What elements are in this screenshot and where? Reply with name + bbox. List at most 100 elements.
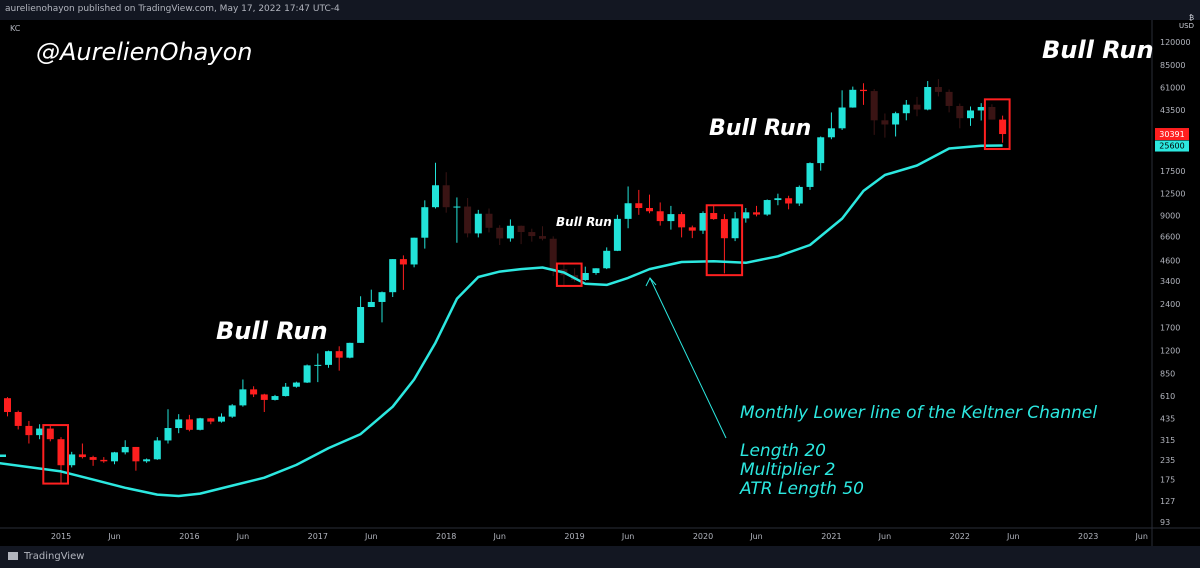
y-tick-label: 61000 — [1160, 83, 1185, 92]
y-tick-label: 120000 — [1160, 38, 1191, 47]
candle-body — [988, 106, 996, 120]
y-tick-label: 2400 — [1160, 300, 1180, 309]
annotation-bull-run-2020: Bull Run — [709, 116, 812, 141]
candle-body — [753, 212, 760, 215]
keltner-price-label: 25600 — [1159, 142, 1184, 151]
highlight-box — [42, 424, 69, 485]
candle-body — [581, 273, 589, 281]
candle-body — [967, 110, 974, 119]
x-tick-label: 2022 — [950, 532, 970, 541]
candle-body — [485, 213, 493, 228]
symbol-label: KC — [10, 24, 21, 33]
price-axis-panel — [1152, 20, 1200, 546]
candle-body — [14, 412, 22, 426]
y-tick-label: 43500 — [1160, 106, 1185, 115]
candle-body — [742, 212, 750, 219]
candle-body — [453, 206, 461, 208]
keltner-note-multiplier: Multiplier 2 — [740, 460, 836, 480]
tradingview-logo[interactable]: TradingView — [8, 551, 84, 562]
candle-body — [389, 259, 397, 293]
y-tick-label: 12500 — [1160, 190, 1185, 199]
annotation-bull-run-2019: Bull Run — [556, 215, 612, 229]
keltner-note: Monthly Lower line of the Keltner Channe… — [740, 404, 1097, 499]
candle-body — [260, 394, 268, 400]
x-tick-label: Jun — [749, 532, 763, 541]
candle-body — [763, 200, 771, 215]
highlight-box — [983, 98, 1011, 151]
candle-body — [913, 104, 921, 110]
candle-body — [250, 389, 258, 395]
x-tick-label: Jun — [621, 532, 635, 541]
candle-body — [613, 218, 621, 251]
currency-symbol: ₿ — [1188, 14, 1194, 22]
candle-body — [710, 213, 718, 220]
candle-body — [57, 439, 65, 466]
candle-body — [624, 203, 632, 219]
x-tick-label: Jun — [878, 532, 892, 541]
candle-body — [367, 301, 375, 308]
candle-body — [132, 446, 140, 462]
candle-body — [592, 268, 600, 274]
candle-body — [271, 396, 279, 400]
candle-body — [603, 250, 611, 269]
candle-body — [175, 419, 183, 429]
x-tick-label: 2021 — [821, 532, 841, 541]
annotation-arrow-head — [645, 277, 657, 287]
candle-body — [46, 428, 54, 440]
candle-body — [827, 128, 835, 138]
candle-body — [357, 307, 365, 343]
candle-body — [678, 214, 686, 228]
y-tick-label: 17500 — [1160, 167, 1185, 176]
candle-body — [164, 428, 172, 441]
x-tick-label: Jun — [236, 532, 250, 541]
candle-body — [25, 425, 33, 436]
y-tick-label: 435 — [1160, 415, 1175, 424]
currency-code: USD — [1179, 22, 1194, 30]
candle-body — [977, 106, 985, 111]
candle-body — [656, 211, 664, 222]
candle-body — [325, 351, 332, 365]
bottom-bar: TradingView — [0, 546, 1200, 568]
candle-body — [795, 186, 803, 204]
last-price-label: 30391 — [1159, 130, 1184, 139]
candle-body — [646, 207, 653, 212]
tradingview-brand: TradingView — [24, 551, 85, 562]
candle-body — [153, 440, 161, 460]
candle-body — [228, 405, 236, 417]
y-tick-label: 93 — [1160, 518, 1170, 527]
x-tick-label: 2018 — [436, 532, 456, 541]
keltner-lower-line — [0, 144, 1003, 498]
keltner-price-tag — [1155, 140, 1189, 152]
candle-body — [517, 225, 525, 233]
y-tick-label: 175 — [1160, 476, 1175, 485]
y-tick-label: 4600 — [1160, 257, 1180, 266]
candle-body — [528, 232, 536, 237]
keltner-note-atr: ATR Length 50 — [740, 479, 864, 499]
candle-body — [945, 91, 953, 106]
candle-body — [335, 351, 343, 358]
x-tick-label: 2020 — [693, 532, 713, 541]
candle-body — [239, 389, 247, 406]
candle-body — [410, 237, 418, 265]
candle-body — [4, 398, 11, 413]
x-tick-label: Jun — [364, 532, 378, 541]
candle-body — [817, 137, 825, 164]
x-tick-label: Jun — [107, 532, 121, 541]
candle-body — [399, 259, 407, 265]
annotation-bull-run-top: Bull Run — [1042, 36, 1154, 64]
y-tick-label: 315 — [1160, 436, 1175, 445]
candle-body — [999, 119, 1007, 135]
candle-body — [785, 198, 793, 204]
candle-body — [667, 214, 675, 222]
candle-body — [303, 365, 311, 383]
candle-body — [860, 89, 867, 92]
annotation-bull-run-2016: Bull Run — [216, 317, 328, 345]
last-price-tag — [1155, 128, 1189, 141]
candle-body — [282, 386, 290, 397]
candle-body — [100, 459, 108, 462]
x-tick-label: 2016 — [179, 532, 199, 541]
candle-body — [346, 342, 354, 358]
candle-body — [838, 107, 846, 129]
candle-body — [89, 457, 97, 460]
